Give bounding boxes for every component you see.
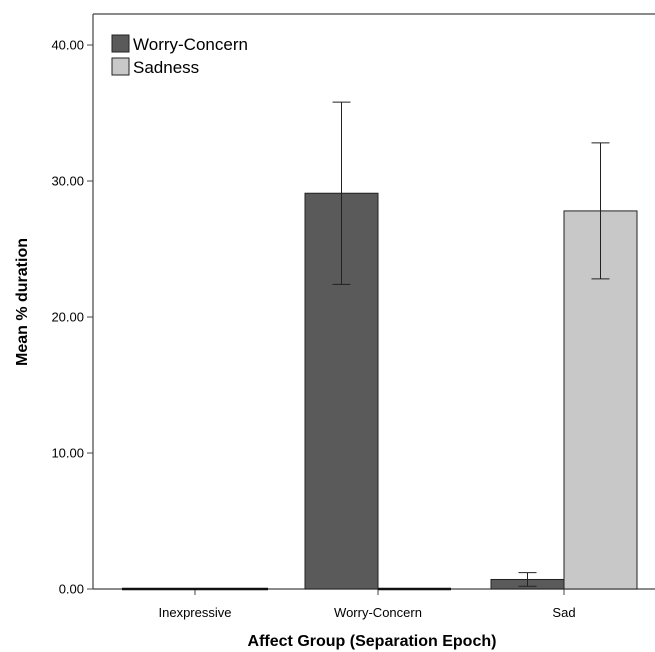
legend-swatch-worry-concern	[111, 34, 130, 53]
y-tick-label: 30.00	[51, 174, 84, 189]
y-tick-label: 20.00	[51, 310, 84, 325]
y-tick-label: 0.00	[59, 582, 84, 597]
y-axis-title: Mean % duration	[14, 238, 31, 366]
x-tick-label: Inexpressive	[159, 605, 232, 620]
x-tick-label: Worry-Concern	[334, 605, 422, 620]
y-axis: 0.00 10.00 20.00 30.00 40.00	[51, 38, 93, 597]
y-tick-label: 40.00	[51, 38, 84, 53]
x-tick-label: Sad	[552, 605, 575, 620]
bars-group	[122, 192, 638, 591]
y-tick-label: 10.00	[51, 446, 84, 461]
legend: Worry-Concern Sadness	[111, 34, 248, 77]
error-bars-group	[332, 101, 610, 587]
x-axis-title: Affect Group (Separation Epoch)	[248, 633, 497, 650]
legend-swatch-sadness	[111, 57, 130, 76]
legend-label-worry-concern: Worry-Concern	[133, 35, 248, 54]
x-axis: Inexpressive Worry-Concern Sad	[159, 589, 576, 620]
legend-label-sadness: Sadness	[133, 58, 199, 77]
